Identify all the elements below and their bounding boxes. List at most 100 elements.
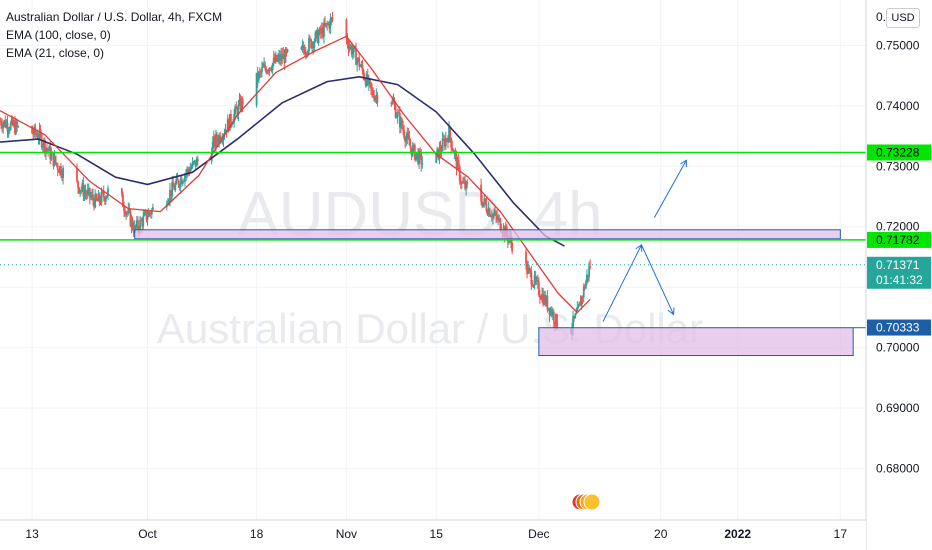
candle-body [45, 147, 47, 153]
candle-body [0, 121, 2, 126]
candle-body [150, 209, 153, 215]
candle-body [319, 27, 322, 34]
x-tick-label: 18 [250, 527, 264, 541]
candle-body [436, 148, 439, 152]
candle-body [104, 197, 107, 202]
candle-body [576, 307, 579, 313]
candle-body [392, 100, 395, 103]
candle-body [93, 200, 95, 208]
candle-body [495, 212, 497, 217]
candle-body [485, 203, 488, 212]
candle-body [359, 66, 362, 68]
candle-body [238, 99, 241, 105]
x-tick-label: 13 [25, 527, 39, 541]
candle-body [373, 96, 376, 101]
candle-body [274, 55, 277, 63]
candle-body [452, 149, 455, 154]
currency-button[interactable]: USD [886, 8, 920, 28]
candle-body [142, 215, 145, 227]
candle-body [194, 160, 197, 167]
ema-21-line [0, 35, 591, 314]
candle-body [232, 122, 234, 125]
candle-body [325, 23, 327, 26]
candle-body [391, 100, 394, 104]
candle-body [221, 140, 224, 142]
candle-body [258, 71, 261, 73]
candle-body [401, 119, 403, 128]
candle-body [456, 160, 459, 169]
candle-body [327, 23, 330, 25]
candle-body [273, 57, 276, 63]
candle-body [483, 198, 486, 203]
candle-body [323, 22, 325, 37]
candle-body [57, 170, 60, 173]
candle-body [307, 51, 309, 54]
candle-body [314, 32, 317, 42]
candle-body [62, 167, 64, 178]
candle-body [551, 311, 554, 316]
indicator-ema-21-label[interactable]: EMA (21, close, 0) [6, 46, 105, 60]
candle-body [10, 118, 13, 123]
candle-body [125, 212, 128, 215]
candle-body [134, 225, 137, 228]
candle-body [411, 146, 414, 156]
candle-body [120, 188, 123, 195]
candle-body [279, 55, 282, 61]
candle-body [188, 170, 191, 173]
candle-body [482, 202, 485, 207]
candle-body [443, 139, 446, 147]
candle-body [408, 138, 411, 146]
candle-body [61, 175, 63, 178]
candle-body [498, 217, 501, 219]
candle-body [32, 133, 35, 135]
candle-body [416, 152, 418, 155]
candle-body [6, 122, 9, 131]
time-axis [0, 520, 866, 550]
indicator-ema-100-label[interactable]: EMA (100, close, 0) [6, 28, 111, 42]
candle-body [261, 67, 263, 72]
candle-body [224, 129, 227, 134]
candle-body [129, 210, 132, 227]
x-tick-label: Oct [138, 527, 157, 541]
candle-body [179, 178, 182, 188]
candle-body [86, 190, 89, 195]
candle-body [481, 201, 484, 207]
candle-body [404, 137, 407, 142]
chart-title: Australian Dollar / U.S. Dollar, 4h, FXC… [6, 10, 223, 24]
candle-body [550, 309, 553, 316]
x-tick-label: Dec [528, 527, 549, 541]
candle-body [132, 228, 135, 233]
candle-body [369, 78, 371, 83]
candle-body [256, 72, 259, 81]
candle-body [552, 311, 555, 323]
candle-body [48, 146, 51, 152]
candle-body [349, 45, 352, 47]
candle-body [486, 211, 489, 215]
candle-body [266, 70, 269, 73]
level-price-label-bg [867, 231, 931, 248]
candle-body [12, 122, 15, 126]
candle-body [148, 211, 151, 214]
candle-body [345, 19, 348, 39]
candle-body [312, 42, 315, 48]
candle-body [255, 72, 258, 106]
candle-body [177, 180, 180, 186]
candle-body [466, 181, 469, 185]
y-tick-label: 0.73000 [876, 159, 920, 173]
level-price-label-bg [867, 144, 931, 161]
x-tick-label: 17 [834, 527, 848, 541]
candle-body [397, 112, 400, 114]
candle-body [511, 242, 514, 252]
candle-body [489, 216, 492, 218]
candle-body [85, 193, 88, 195]
candle-body [362, 70, 365, 78]
candle-body [318, 27, 321, 35]
candle-body [186, 168, 188, 173]
candle-body [137, 220, 139, 229]
candle-body [102, 191, 105, 198]
candle-body [95, 194, 98, 200]
candle-body [437, 148, 440, 160]
candle-body [264, 64, 267, 69]
